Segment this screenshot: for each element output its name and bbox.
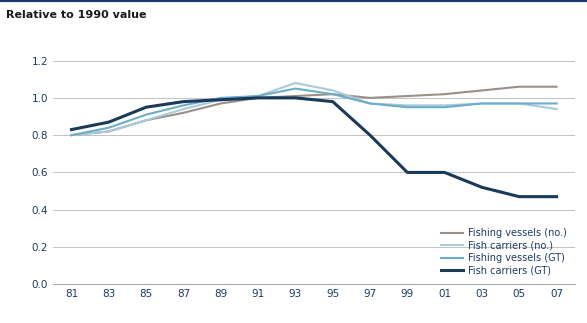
Fish carriers (no.) <box>553 107 560 111</box>
Fishing vessels (GT) <box>404 105 411 109</box>
Fish carriers (no.) <box>516 101 523 105</box>
Fishing vessels (GT) <box>478 101 485 105</box>
Line: Fishing vessels (no.): Fishing vessels (no.) <box>72 87 556 135</box>
Fishing vessels (no.) <box>366 96 373 100</box>
Fish carriers (no.) <box>441 103 448 107</box>
Fishing vessels (no.) <box>516 85 523 89</box>
Fish carriers (GT) <box>180 100 187 104</box>
Fish carriers (GT) <box>292 96 299 100</box>
Fish carriers (GT) <box>68 128 75 131</box>
Fish carriers (no.) <box>68 133 75 137</box>
Fishing vessels (GT) <box>366 101 373 105</box>
Fishing vessels (no.) <box>68 133 75 137</box>
Fishing vessels (no.) <box>441 92 448 96</box>
Fishing vessels (no.) <box>180 111 187 115</box>
Fish carriers (GT) <box>478 185 485 189</box>
Fish carriers (no.) <box>217 98 224 102</box>
Fishing vessels (no.) <box>478 89 485 92</box>
Fish carriers (no.) <box>329 89 336 92</box>
Fish carriers (GT) <box>255 96 262 100</box>
Fishing vessels (no.) <box>217 101 224 105</box>
Fishing vessels (GT) <box>516 101 523 105</box>
Fishing vessels (GT) <box>105 126 112 130</box>
Legend: Fishing vessels (no.), Fish carriers (no.), Fishing vessels (GT), Fish carriers : Fishing vessels (no.), Fish carriers (no… <box>437 224 571 279</box>
Fishing vessels (GT) <box>329 92 336 96</box>
Fishing vessels (no.) <box>255 96 262 100</box>
Fish carriers (GT) <box>143 105 150 109</box>
Fishing vessels (no.) <box>553 85 560 89</box>
Fishing vessels (GT) <box>143 113 150 117</box>
Fishing vessels (GT) <box>441 105 448 109</box>
Fish carriers (no.) <box>105 130 112 133</box>
Fishing vessels (GT) <box>180 103 187 107</box>
Fish carriers (GT) <box>366 133 373 137</box>
Fishing vessels (GT) <box>68 133 75 137</box>
Fishing vessels (GT) <box>553 101 560 105</box>
Fishing vessels (GT) <box>255 94 262 98</box>
Fishing vessels (no.) <box>292 94 299 98</box>
Line: Fish carriers (GT): Fish carriers (GT) <box>72 98 556 197</box>
Text: Relative to 1990 value: Relative to 1990 value <box>6 10 146 20</box>
Fish carriers (GT) <box>553 195 560 199</box>
Fish carriers (GT) <box>441 171 448 174</box>
Fish carriers (GT) <box>516 195 523 199</box>
Fish carriers (no.) <box>255 94 262 98</box>
Fishing vessels (no.) <box>404 94 411 98</box>
Fish carriers (GT) <box>105 120 112 124</box>
Fishing vessels (no.) <box>329 92 336 96</box>
Fish carriers (GT) <box>404 171 411 174</box>
Fish carriers (GT) <box>217 98 224 102</box>
Fishing vessels (no.) <box>105 130 112 133</box>
Fish carriers (no.) <box>366 101 373 105</box>
Fish carriers (no.) <box>292 81 299 85</box>
Fishing vessels (no.) <box>143 118 150 122</box>
Fishing vessels (GT) <box>292 87 299 90</box>
Line: Fishing vessels (GT): Fishing vessels (GT) <box>72 89 556 135</box>
Fish carriers (no.) <box>478 101 485 105</box>
Fish carriers (no.) <box>143 118 150 122</box>
Fish carriers (no.) <box>180 107 187 111</box>
Fishing vessels (GT) <box>217 96 224 100</box>
Fish carriers (no.) <box>404 103 411 107</box>
Fish carriers (GT) <box>329 100 336 104</box>
Line: Fish carriers (no.): Fish carriers (no.) <box>72 83 556 135</box>
